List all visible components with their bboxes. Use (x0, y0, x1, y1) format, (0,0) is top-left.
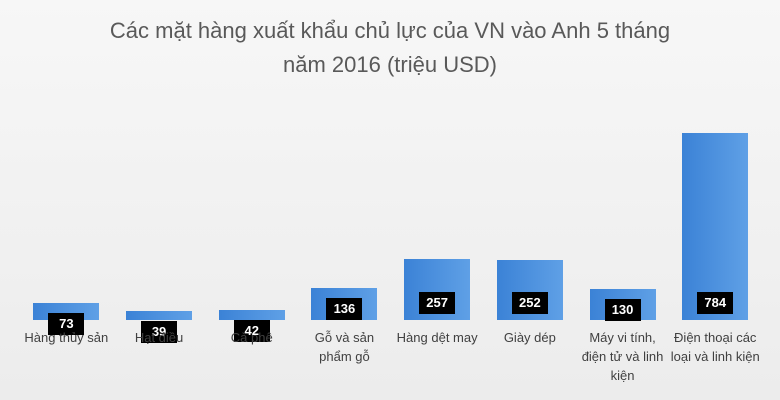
data-label: 39 (141, 320, 178, 343)
data-label: 252 (511, 292, 548, 314)
x-tick-label: Giày dép (503, 330, 556, 345)
chart-title: Các mặt hàng xuất khẩu chủ lực của VN và… (109, 18, 671, 77)
bar (126, 310, 193, 320)
x-tick-label: Hàng thủy sản (24, 330, 109, 345)
data-label: 130 (604, 298, 641, 321)
data-label: 136 (326, 297, 363, 320)
data-label: 257 (419, 292, 456, 314)
data-label: 784 (697, 292, 734, 314)
bar (682, 133, 749, 320)
x-tick-label: Máy vi tính, điện tử và linh kiện (581, 330, 664, 383)
data-label: 42 (233, 319, 270, 342)
x-tick-label: Hàng dệt may (396, 330, 478, 345)
x-tick-label: Điện thoại các loại và linh kiện (670, 330, 760, 364)
data-label: 73 (48, 312, 85, 335)
bar (218, 309, 285, 320)
x-tick-label: Gỗ và sản phẩm gỗ (314, 330, 375, 364)
x-tick-label: Hạt điều (134, 330, 184, 345)
x-tick-label: Cà phê (230, 330, 273, 345)
